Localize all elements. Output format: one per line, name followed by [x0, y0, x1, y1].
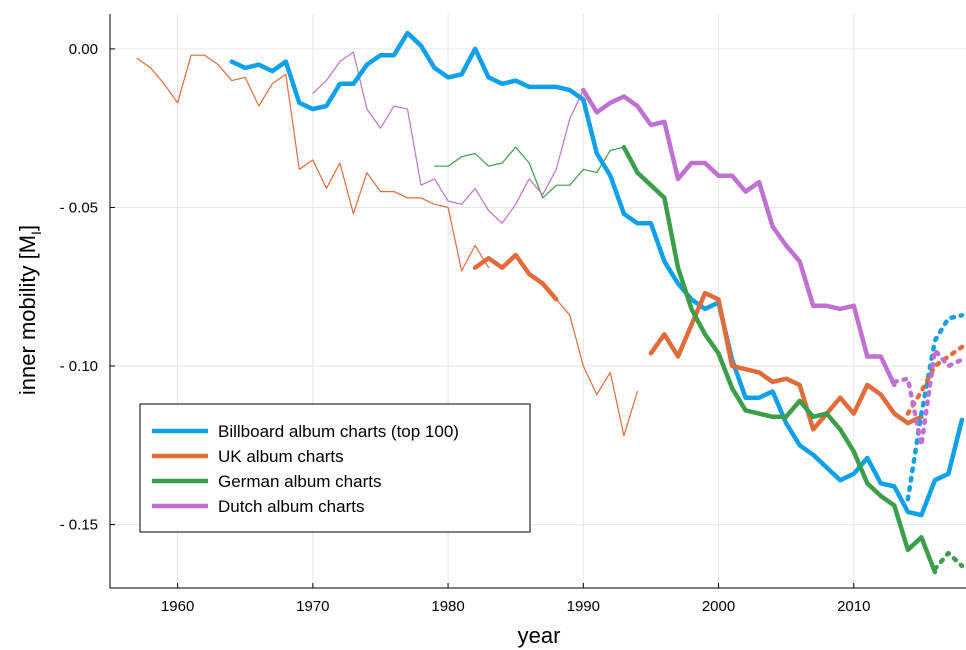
tick-labels: 1960 1970 1980 1990 2000 2010 0.00 - 0.05 - 0.10…: [60, 41, 871, 615]
x-axis-title: year: [518, 623, 561, 648]
x-tick-label: 1960: [161, 598, 194, 615]
y-axis-title-end: ]: [15, 225, 40, 231]
y-tick-label: - 0.15: [60, 517, 98, 534]
legend-label: Dutch album charts: [218, 497, 364, 516]
legend-label: Billboard album charts (top 100): [218, 422, 459, 441]
series-line-dotted: [905, 344, 965, 416]
legend-label: UK album charts: [218, 447, 344, 466]
legend-box: [139, 403, 531, 533]
y-axis-title-subscript: I: [28, 231, 44, 235]
series-line-thin: [136, 54, 490, 272]
y-tick-label: - 0.05: [60, 199, 98, 216]
series-line-thick: [581, 87, 897, 388]
y-axis-title-main: inner mobility [M: [15, 235, 40, 395]
x-tick-label: 1980: [431, 598, 464, 615]
legend: Billboard album charts (top 100) UK album…: [139, 403, 531, 533]
y-tick-label: - 0.10: [60, 358, 98, 375]
x-tick-label: 2000: [702, 598, 735, 615]
series-line-dotted: [932, 550, 965, 572]
axes: [109, 14, 966, 589]
series-line-thin: [433, 146, 625, 199]
x-tick-label: 2010: [837, 598, 870, 615]
series-line-thin: [555, 298, 638, 437]
x-tick-label: 1990: [567, 598, 600, 615]
series-line-thick: [621, 144, 938, 575]
series-lines: [136, 30, 965, 575]
legend-label: German album charts: [218, 472, 381, 491]
y-tick-label: 0.00: [69, 41, 98, 58]
series-line-thick: [472, 252, 559, 302]
x-tick-label: 1970: [296, 598, 329, 615]
series-line-thick: [229, 30, 965, 518]
y-axis-title: inner mobility [MI]: [15, 225, 44, 395]
series-line-dotted: [905, 313, 965, 502]
series-line-thin: [312, 51, 584, 224]
series-line-dotted: [892, 347, 965, 448]
